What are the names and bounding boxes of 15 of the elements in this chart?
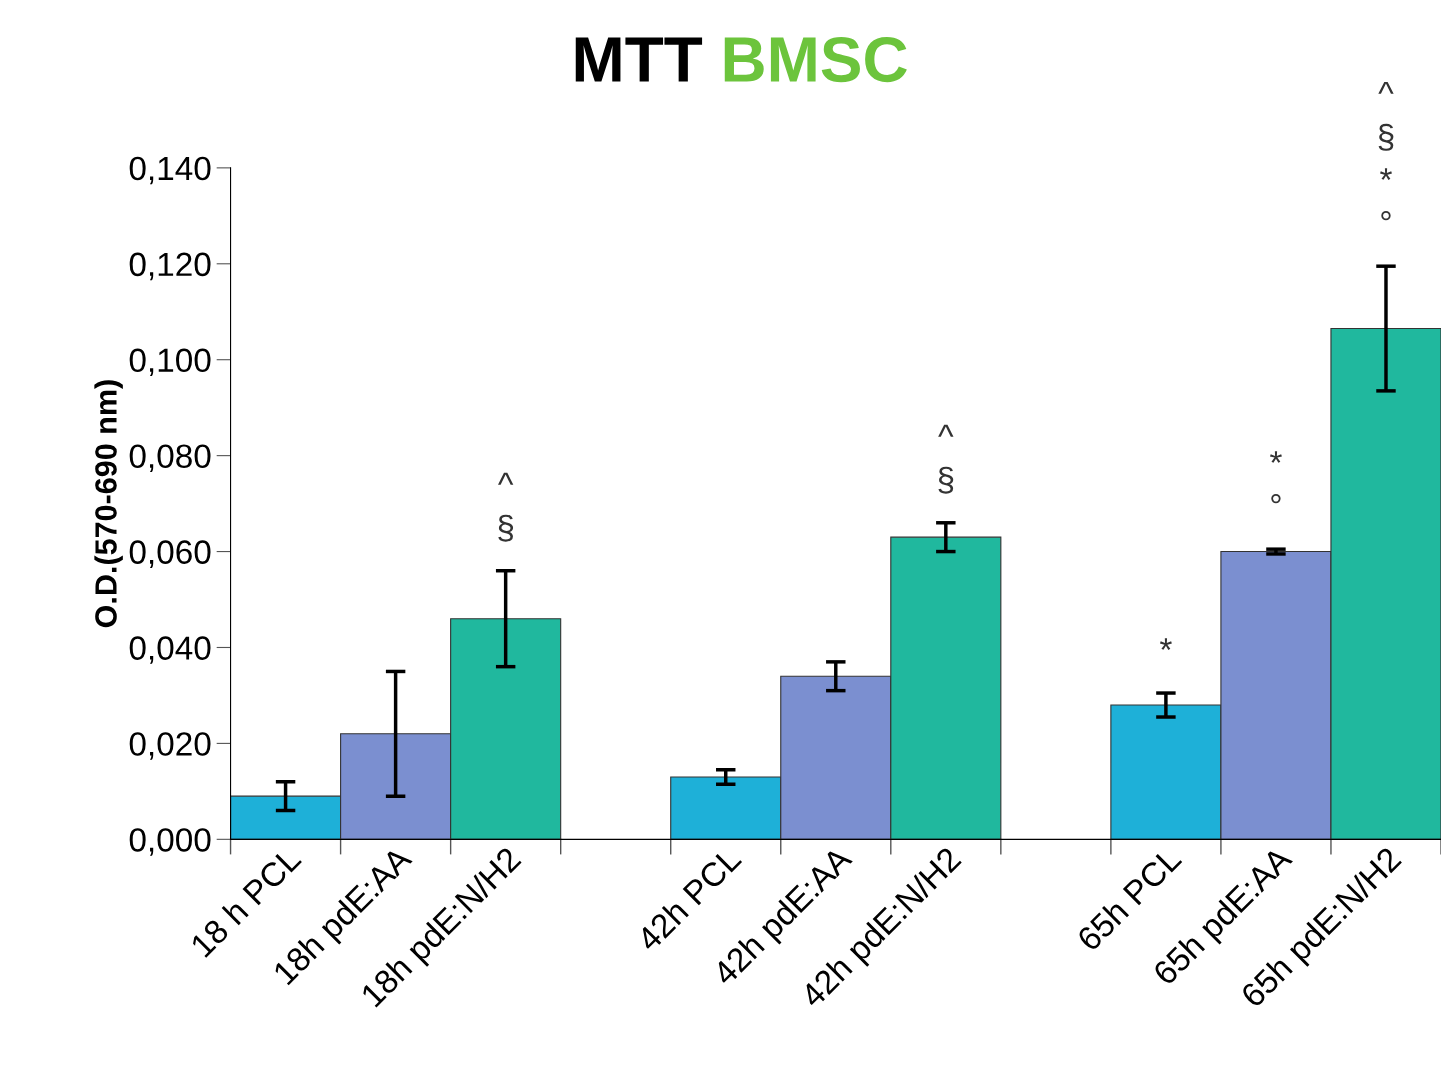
chart-title: MTT BMSC <box>575 36 907 83</box>
y-tick-label: 0,040 <box>129 636 211 664</box>
y-tick-label: 0,100 <box>129 348 211 377</box>
annotation: * ° <box>1269 451 1282 504</box>
annotation: * <box>1159 638 1172 650</box>
y-axis-title: O.D.(570-690 nm) <box>94 380 123 628</box>
y-tick-label: 0,020 <box>129 732 211 760</box>
annotation: ^ § * ° <box>1378 81 1394 221</box>
annotation: ^ § <box>938 424 954 494</box>
y-tick-label: 0,080 <box>129 444 211 472</box>
y-tick-label: 0,120 <box>129 252 211 281</box>
annotation: ^ § <box>498 472 514 542</box>
y-tick-label: 0,000 <box>129 828 211 856</box>
y-tick-label: 0,140 <box>129 156 211 185</box>
y-tick-label: 0,060 <box>129 540 211 568</box>
